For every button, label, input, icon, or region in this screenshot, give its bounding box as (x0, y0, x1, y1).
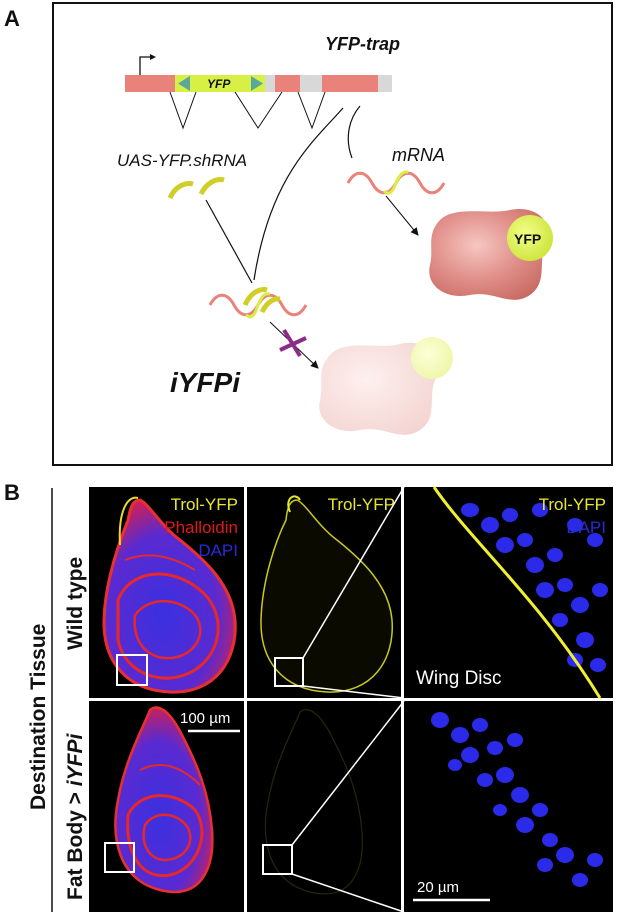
faint-yfp-icon (411, 337, 453, 379)
img1-label-phalloidin: Phalloidin (164, 518, 238, 537)
yfp-tag-icon (507, 215, 553, 261)
img1-label-dapi: DAPI (198, 541, 238, 560)
scale-20-label: 20 µm (417, 879, 459, 896)
row1-label: Wild type (64, 557, 87, 650)
exon-1 (125, 75, 175, 92)
img3-label-trol: Trol-YFP (539, 495, 606, 514)
translation-arrow (385, 195, 419, 236)
wing-disc-wt (102, 498, 237, 694)
protein-yfp-label: YFP (514, 231, 541, 247)
frt-right-icon (251, 76, 263, 91)
promoter-arrow (139, 56, 152, 75)
shrna-icon (167, 181, 194, 200)
splice-lines (169, 91, 197, 130)
exon-yfp-label: YFP (207, 77, 231, 91)
img2-label-trol: Trol-YFP (328, 495, 395, 514)
panel-a-letter: A (4, 6, 20, 31)
img3-caption: Wing Disc (416, 668, 502, 689)
panel-b-letter: B (4, 480, 20, 505)
side-label: Destination Tissue (27, 624, 50, 810)
img3-label-dapi: DAPI (566, 518, 606, 537)
faint-protein-icon (319, 342, 438, 435)
row2-label: Fat Body > iYFPi (64, 733, 87, 900)
mrna-label: mRNA (392, 145, 445, 165)
zoom-box-wt-yfp (274, 657, 304, 687)
construct-title: YFP-trap (325, 34, 400, 54)
zoom-box-kd-merge (104, 842, 135, 873)
image-kd-yfp (247, 701, 401, 912)
dapi-nuclei-wt (461, 503, 608, 672)
iyfpi-label: iYFPi (170, 367, 241, 398)
dapi-nuclei-kd (431, 712, 603, 887)
shrna-label: UAS-YFP.shRNA (117, 151, 247, 170)
exon-3 (322, 75, 378, 92)
exon-yfp (175, 75, 265, 92)
zoom-box-wt-merge (116, 654, 148, 686)
scale-100-label: 100 µm (180, 710, 230, 727)
wing-disc-wt-yfp (260, 499, 393, 693)
path-to-mrna (347, 105, 361, 159)
exon-2 (275, 75, 300, 92)
frt-left-icon (178, 76, 190, 91)
wing-disc-kd-yfp (264, 709, 363, 895)
path-to-knockdown (253, 107, 344, 281)
trol-yfp-membrane (432, 486, 602, 699)
zoom-box-kd-yfp (262, 844, 293, 875)
img1-label-trol: Trol-YFP (171, 495, 238, 514)
